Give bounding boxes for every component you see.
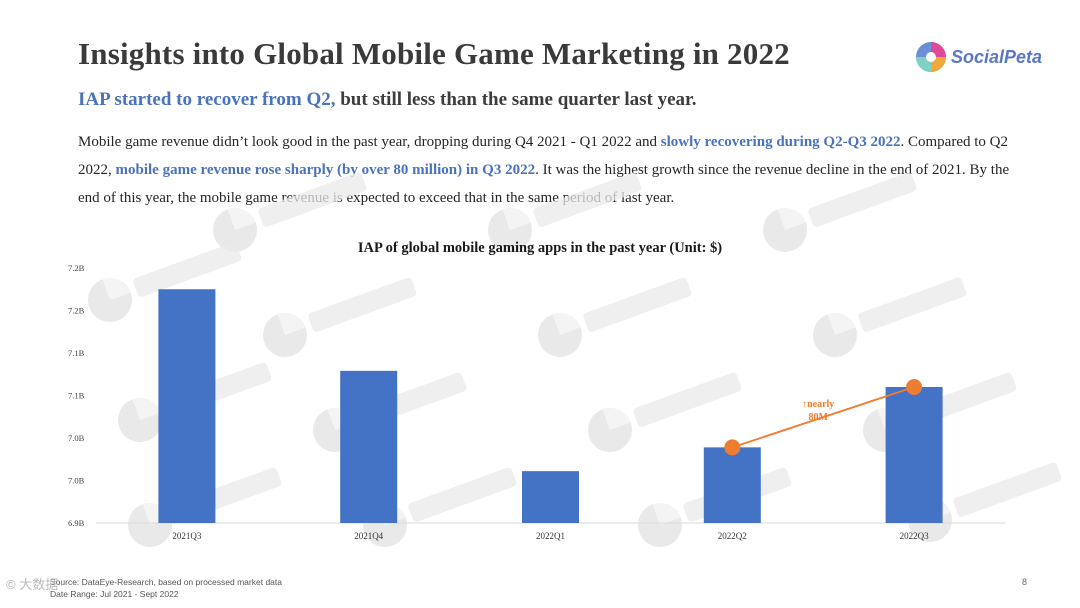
growth-annotation: ↑nearly 80M (724, 379, 923, 456)
y-tick-label: 7.0B (68, 476, 85, 486)
watermark-logo (813, 277, 967, 357)
subtitle-rest: but still less than the same quarter las… (335, 89, 697, 110)
watermark-wordmark (808, 172, 917, 227)
x-tick-label: 2021Q3 (172, 531, 201, 541)
watermark-icon-segment (777, 208, 806, 230)
watermark-logo (588, 372, 742, 452)
bar-2022Q2 (703, 447, 761, 523)
growth-end-dot (906, 379, 923, 395)
page-number: 8 (1022, 577, 1028, 587)
watermark-icon-segment (502, 208, 531, 230)
growth-label-line2: 80M (808, 412, 828, 423)
description-paragraph: Mobile game revenue didn’t look good in … (78, 128, 1013, 212)
watermark-icon-segment (602, 408, 631, 430)
source-note: Source: DataEye-Research, based on proce… (50, 577, 282, 587)
page-title: Insights into Global Mobile Game Marketi… (78, 36, 790, 71)
y-axis-ticks: 6.9B 7.0B 7.0B 7.1B 7.1B 7.2B 7.2B (68, 263, 85, 528)
y-tick-label: 7.0B (68, 433, 85, 443)
x-tick-label: 2022Q3 (900, 531, 929, 541)
x-axis-ticks: 2021Q3 2021Q4 2022Q1 2022Q2 2022Q3 (172, 531, 929, 541)
y-tick-label: 7.1B (68, 348, 85, 358)
bar-series (158, 289, 943, 523)
growth-label-line1: ↑nearly (802, 399, 834, 410)
watermark-logo (88, 242, 242, 322)
date-range-note: Date Range: Jul 2021 - Sept 2022 (50, 589, 179, 599)
watermark-icon-segment (652, 503, 681, 525)
watermark-icon-segment (552, 313, 581, 335)
brand-logo-text: SocialPeta (951, 46, 1043, 67)
bar-2022Q1 (522, 471, 579, 523)
paragraph-text-2: . Compared to Q2 2022, (78, 134, 1008, 178)
paragraph-highlight-1: slowly recovering during Q2-Q3 2022 (660, 134, 901, 150)
subtitle-highlight: IAP started to recover from Q2, (78, 89, 336, 110)
watermark-icon-segment (102, 278, 131, 300)
watermark-wordmark (583, 277, 692, 332)
watermark-logo (763, 172, 917, 252)
brand-logo: SocialPeta (915, 40, 1042, 74)
source-footer: Source: DataEye-Research, based on proce… (50, 576, 282, 600)
bar-2022Q3 (885, 387, 943, 523)
paragraph-highlight-2: mobile game revenue rose sharply (by ove… (115, 162, 536, 178)
watermark-logo (538, 277, 692, 357)
watermark-wordmark (308, 277, 417, 332)
subtitle: IAP started to recover from Q2, but stil… (78, 89, 696, 111)
x-tick-label: 2021Q4 (354, 531, 383, 541)
chart-title: IAP of global mobile gaming apps in the … (358, 240, 722, 256)
watermark-wordmark (633, 372, 742, 427)
paragraph-text-3: . It was the highest growth since the re… (78, 162, 1010, 206)
y-tick-label: 7.1B (68, 391, 85, 401)
y-tick-label: 7.2B (68, 263, 85, 273)
watermark-icon-segment (132, 398, 161, 420)
watermark-wordmark (258, 172, 367, 227)
y-tick-label: 7.2B (68, 306, 85, 316)
watermark-wordmark (858, 277, 967, 332)
brand-logo-icon (916, 42, 946, 72)
growth-arrow-line (732, 386, 915, 449)
watermark-icon-segment (827, 313, 856, 335)
y-tick-label: 6.9B (68, 518, 85, 528)
watermark-icon-segment (227, 208, 256, 230)
watermark-icon-segment (277, 313, 306, 335)
x-tick-label: 2022Q1 (536, 531, 565, 541)
corner-watermark: © 大数据 (6, 577, 59, 592)
paragraph-text-1: Mobile game revenue didn’t look good in … (78, 134, 661, 150)
bar-2021Q3 (158, 289, 216, 523)
x-tick-label: 2022Q2 (718, 531, 747, 541)
bar-2021Q4 (340, 370, 398, 523)
watermark-wordmark (533, 172, 642, 227)
watermark-wordmark (408, 467, 517, 522)
watermark-logo (488, 172, 642, 252)
watermark-logo (263, 277, 417, 357)
watermark-wordmark (953, 462, 1062, 517)
growth-start-dot (724, 439, 741, 456)
watermark-wordmark (133, 242, 242, 297)
watermark-logo (213, 172, 367, 252)
